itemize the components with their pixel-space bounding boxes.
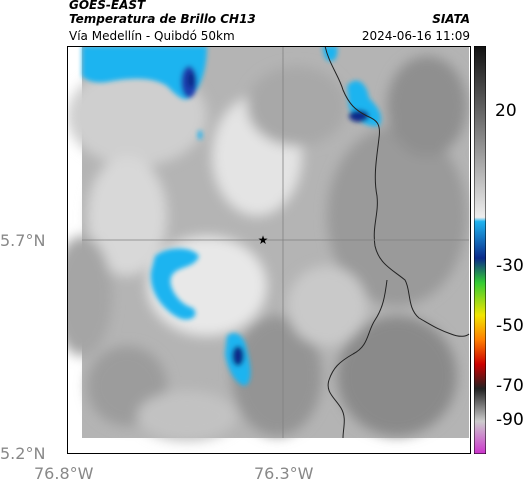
colorbar-tick-neg30: -30	[496, 256, 524, 276]
route-subtitle: Vía Medellín - Quibdó 50km	[69, 29, 235, 43]
colorbar-tick-neg70: -70	[496, 376, 524, 396]
datetime-label: 2024-06-16 11:09	[361, 29, 470, 43]
y-tick-5.7N: 5.7°N	[0, 231, 46, 250]
colorbar-tick-neg90: -90	[496, 410, 524, 430]
colorbar-tick-20: 20	[495, 101, 517, 121]
satellite-title: GOES-EAST	[69, 0, 146, 12]
product-title: Temperatura de Brillo CH13	[69, 12, 256, 26]
satellite-map: ★	[67, 46, 471, 454]
x-tick-76.3W: 76.3°W	[254, 464, 314, 483]
agency-label: SIATA	[432, 12, 470, 26]
brightness-temperature-field: ★	[67, 46, 470, 441]
y-tick-5.2N: 5.2°N	[0, 444, 46, 463]
country-border	[324, 46, 470, 439]
x-tick-76.8W: 76.8°W	[34, 464, 94, 483]
colorbar-tick-neg50: -50	[496, 316, 524, 336]
star-marker: ★	[258, 233, 269, 247]
temperature-colorbar	[474, 46, 486, 454]
